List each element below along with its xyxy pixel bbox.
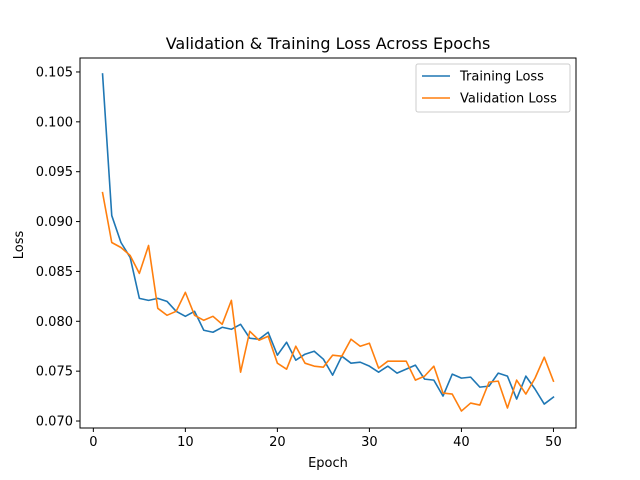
- x-tick-label: 20: [269, 435, 286, 450]
- x-axis-label: Epoch: [308, 456, 348, 471]
- x-tick-label: 40: [453, 435, 470, 450]
- y-tick-label: 0.100: [36, 115, 73, 130]
- series-line-validation-loss: [101, 191, 555, 412]
- chart-title: Validation & Training Loss Across Epochs: [166, 34, 491, 53]
- y-tick-label: 0.070: [36, 415, 73, 430]
- plot-frame: [79, 57, 577, 429]
- legend-box: [415, 63, 571, 113]
- y-tick-label: 0.105: [36, 65, 73, 80]
- y-axis-label: Loss: [12, 231, 27, 260]
- x-tick-label: 50: [545, 435, 562, 450]
- y-tick-label: 0.080: [36, 315, 73, 330]
- y-tick-label: 0.075: [36, 365, 73, 380]
- y-tick-label: 0.085: [36, 265, 73, 280]
- y-tick-label: 0.095: [36, 165, 73, 180]
- series-line-training-loss: [101, 73, 555, 405]
- legend: Training Loss Validation Loss: [415, 63, 571, 113]
- x-tick-label: 0: [89, 435, 97, 450]
- x-tick-label: 30: [361, 435, 378, 450]
- legend-label: Validation Loss: [460, 92, 557, 107]
- y-tick-label: 0.090: [36, 215, 73, 230]
- plot-area: [101, 73, 555, 412]
- x-tick-label: 10: [177, 435, 194, 450]
- legend-label: Training Loss: [459, 70, 544, 85]
